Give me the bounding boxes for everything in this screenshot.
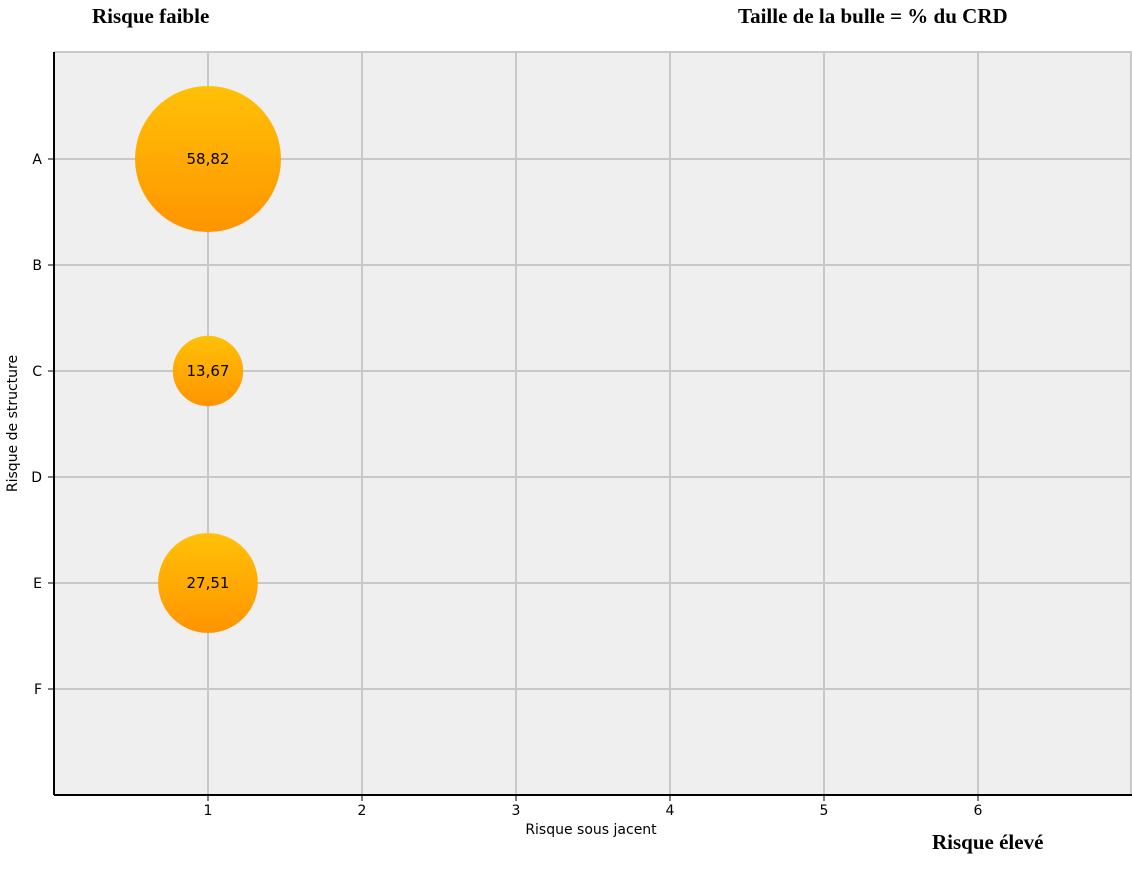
low-risk-annotation: Risque faible xyxy=(92,4,210,28)
y-tick-label: E xyxy=(33,576,42,592)
bubble-size-note: Taille de la bulle = % du CRD xyxy=(738,4,1008,28)
x-tick-label: 2 xyxy=(358,803,367,819)
x-tick-label: 3 xyxy=(512,803,521,819)
x-tick-label: 6 xyxy=(974,803,983,819)
y-tick-label: D xyxy=(31,470,42,486)
bubble-label: 13,67 xyxy=(187,362,230,380)
y-tick-label: F xyxy=(34,682,42,698)
y-tick-label: B xyxy=(32,258,42,274)
x-tick-label: 1 xyxy=(204,803,213,819)
bubble xyxy=(158,533,258,633)
x-tick-label: 5 xyxy=(820,803,829,819)
y-axis-title: Risque de structure xyxy=(5,355,21,492)
bubble-label: 58,82 xyxy=(187,150,230,168)
grid xyxy=(54,51,1132,795)
bubble xyxy=(172,335,244,407)
y-tick-label: C xyxy=(32,364,42,380)
bubble-label: 27,51 xyxy=(187,574,230,592)
high-risk-annotation: Risque élevé xyxy=(932,830,1044,854)
bubble xyxy=(135,86,281,232)
y-tick-label: A xyxy=(32,152,42,168)
axes: 1 2 3 4 5 6 A B C D E F xyxy=(31,52,1132,819)
bubbles: 58,82 13,67 27,51 xyxy=(135,86,281,633)
x-axis-title: Risque sous jacent xyxy=(525,822,657,838)
x-tick-label: 4 xyxy=(666,803,675,819)
